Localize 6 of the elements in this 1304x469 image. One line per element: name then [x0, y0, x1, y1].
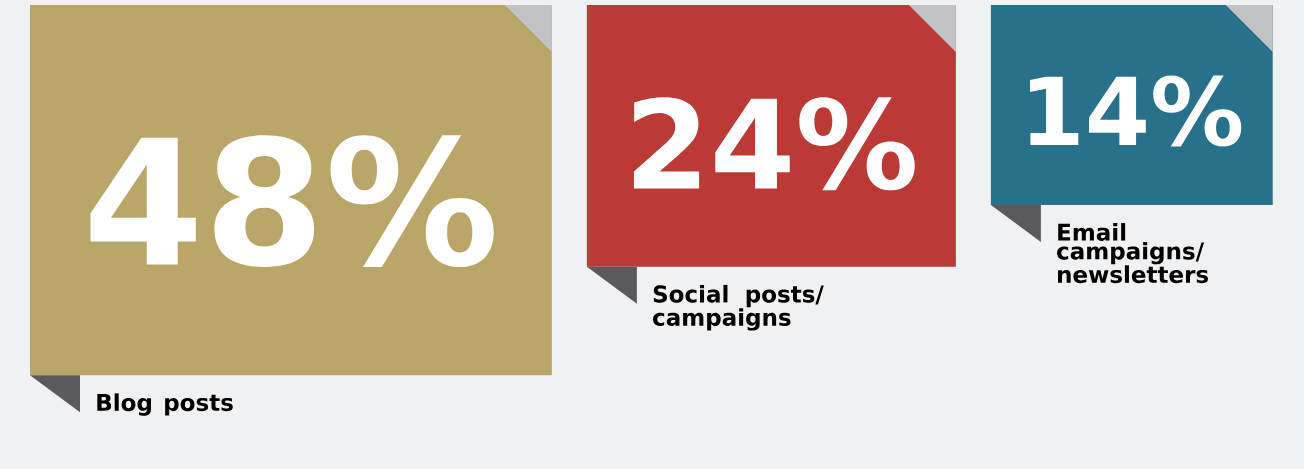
data-label: 24% — [633, 97, 915, 191]
category-label: Social posts/ campaigns — [653, 284, 824, 331]
category-label: Blog posts — [97, 393, 233, 416]
data-label: 48% — [90, 135, 494, 267]
data-label: 14% — [1030, 75, 1242, 147]
category-label: Email campaigns/ newsletters — [1057, 223, 1208, 284]
